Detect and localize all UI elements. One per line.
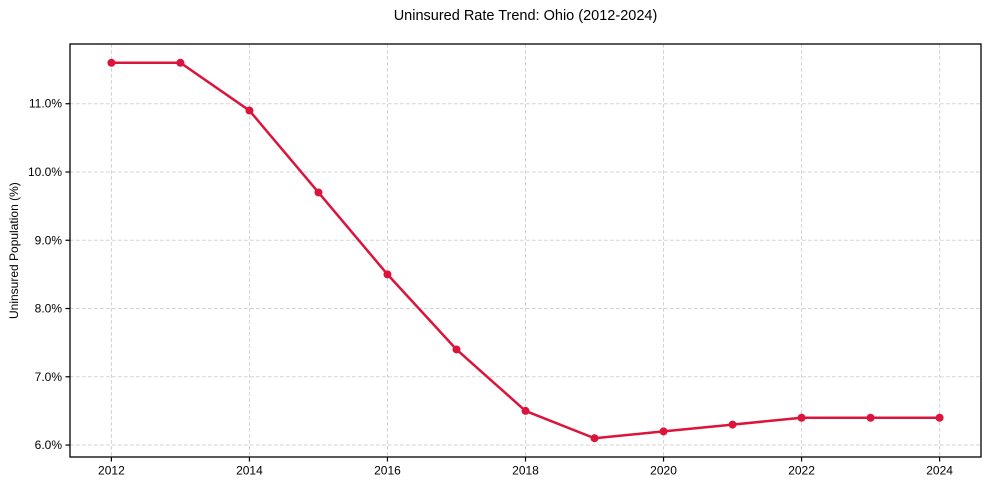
x-tick-label: 2018 bbox=[512, 464, 539, 478]
data-point-2014 bbox=[245, 106, 254, 115]
data-point-2016 bbox=[383, 270, 392, 279]
y-tick-label: 11.0% bbox=[29, 97, 62, 111]
data-point-2021 bbox=[728, 420, 737, 429]
x-tick-label: 2022 bbox=[788, 464, 815, 478]
y-tick-label: 7.0% bbox=[35, 370, 63, 384]
data-point-2013 bbox=[176, 58, 185, 67]
x-tick-label: 2024 bbox=[926, 464, 953, 478]
y-tick-label: 10.0% bbox=[28, 165, 62, 179]
data-point-2015 bbox=[314, 188, 323, 197]
data-point-2017 bbox=[452, 345, 461, 354]
x-tick-label: 2016 bbox=[374, 464, 401, 478]
data-point-2024 bbox=[935, 413, 944, 422]
data-point-2022 bbox=[797, 413, 806, 422]
x-tick-label: 2014 bbox=[236, 464, 263, 478]
data-point-2023 bbox=[866, 413, 875, 422]
data-point-2012 bbox=[107, 58, 116, 67]
y-tick-label: 6.0% bbox=[35, 438, 63, 452]
data-point-2019 bbox=[590, 434, 599, 443]
data-point-2020 bbox=[659, 427, 668, 436]
y-tick-label: 8.0% bbox=[35, 302, 63, 316]
x-tick-label: 2020 bbox=[650, 464, 677, 478]
chart-title: Uninsured Rate Trend: Ohio (2012-2024) bbox=[393, 8, 658, 24]
x-tick-label: 2012 bbox=[98, 464, 125, 478]
data-point-2018 bbox=[521, 406, 530, 415]
y-tick-label: 9.0% bbox=[35, 233, 63, 247]
